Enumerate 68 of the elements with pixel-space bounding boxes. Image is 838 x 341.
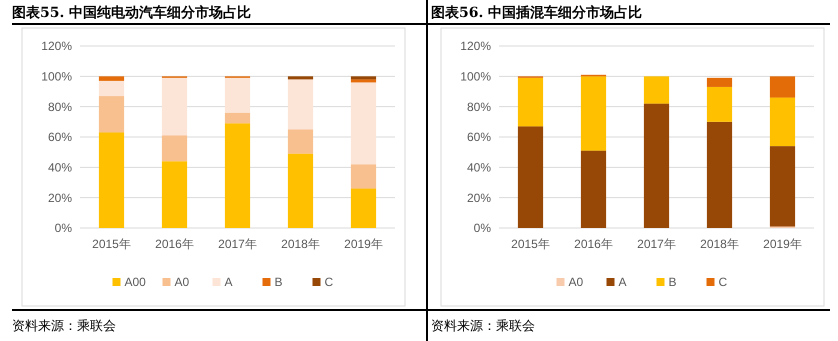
x-tick-label: 2019年 (344, 237, 383, 251)
bar (162, 161, 188, 228)
bar (770, 76, 796, 98)
bar (288, 154, 314, 228)
y-tick-label: 40% (48, 160, 72, 175)
y-tick-label: 0% (474, 221, 492, 236)
x-tick-label: 2019年 (763, 237, 802, 251)
x-tick-label: 2016年 (155, 237, 194, 251)
bar (224, 78, 250, 113)
y-tick-label: 60% (466, 130, 492, 144)
bar (518, 126, 544, 228)
bar (706, 86, 732, 122)
legend-label: A (224, 275, 233, 290)
bar (224, 123, 250, 228)
bar (162, 135, 188, 162)
legend-label: A00 (124, 275, 146, 290)
x-tick-label: 2017年 (218, 237, 257, 251)
bar (98, 96, 124, 132)
bar (580, 150, 606, 228)
bar (350, 82, 376, 164)
text: 资料来源：乘联会 (12, 319, 116, 334)
bar (162, 78, 188, 136)
bar (224, 112, 250, 124)
bar (580, 76, 606, 151)
x-tick-label: 2017年 (637, 237, 676, 251)
y-tick-label: 120% (460, 39, 492, 54)
y-tick-label: 100% (460, 70, 492, 84)
bar (98, 80, 124, 96)
bar (706, 122, 732, 228)
legend-label: A0 (568, 275, 584, 290)
bar (770, 98, 796, 146)
bar (288, 76, 314, 80)
legend-label: B (274, 275, 283, 290)
y-tick-label: 100% (41, 70, 72, 84)
legend-label: A0 (174, 275, 190, 290)
bar (350, 79, 376, 82)
chart-title: 图表55. 中国纯电动汽车细分市场占比 (12, 4, 252, 21)
y-tick-label: 80% (48, 100, 72, 114)
bar (98, 132, 124, 228)
y-tick-label: 120% (41, 39, 72, 54)
y-tick-label: 80% (466, 100, 492, 114)
x-tick-label: 2016年 (574, 237, 613, 251)
x-tick-label: 2018年 (281, 237, 320, 251)
y-tick-label: 20% (48, 190, 72, 205)
bar (288, 129, 314, 154)
bar (288, 79, 314, 130)
bar (706, 78, 732, 87)
y-tick-label: 40% (466, 160, 492, 175)
legend-label: A (618, 275, 627, 290)
y-tick-label: 0% (54, 221, 72, 236)
legend-label: C (718, 275, 728, 290)
x-tick-label: 2015年 (92, 237, 131, 251)
chart-title: 图表56. 中国插混车细分市场占比 (431, 4, 642, 21)
bar (350, 76, 376, 80)
legend-label: C (324, 275, 334, 290)
legend-label: B (668, 275, 677, 290)
bar (770, 146, 796, 226)
x-tick-label: 2015年 (511, 237, 550, 251)
bar (644, 104, 670, 228)
bar (518, 78, 544, 126)
bar (98, 76, 124, 81)
y-tick-label: 20% (466, 190, 492, 205)
x-tick-label: 2018年 (700, 237, 739, 251)
bar (350, 188, 376, 228)
y-tick-label: 60% (48, 130, 72, 144)
bar (644, 76, 670, 104)
text: 资料来源：乘联会 (431, 319, 535, 334)
bar (350, 164, 376, 189)
